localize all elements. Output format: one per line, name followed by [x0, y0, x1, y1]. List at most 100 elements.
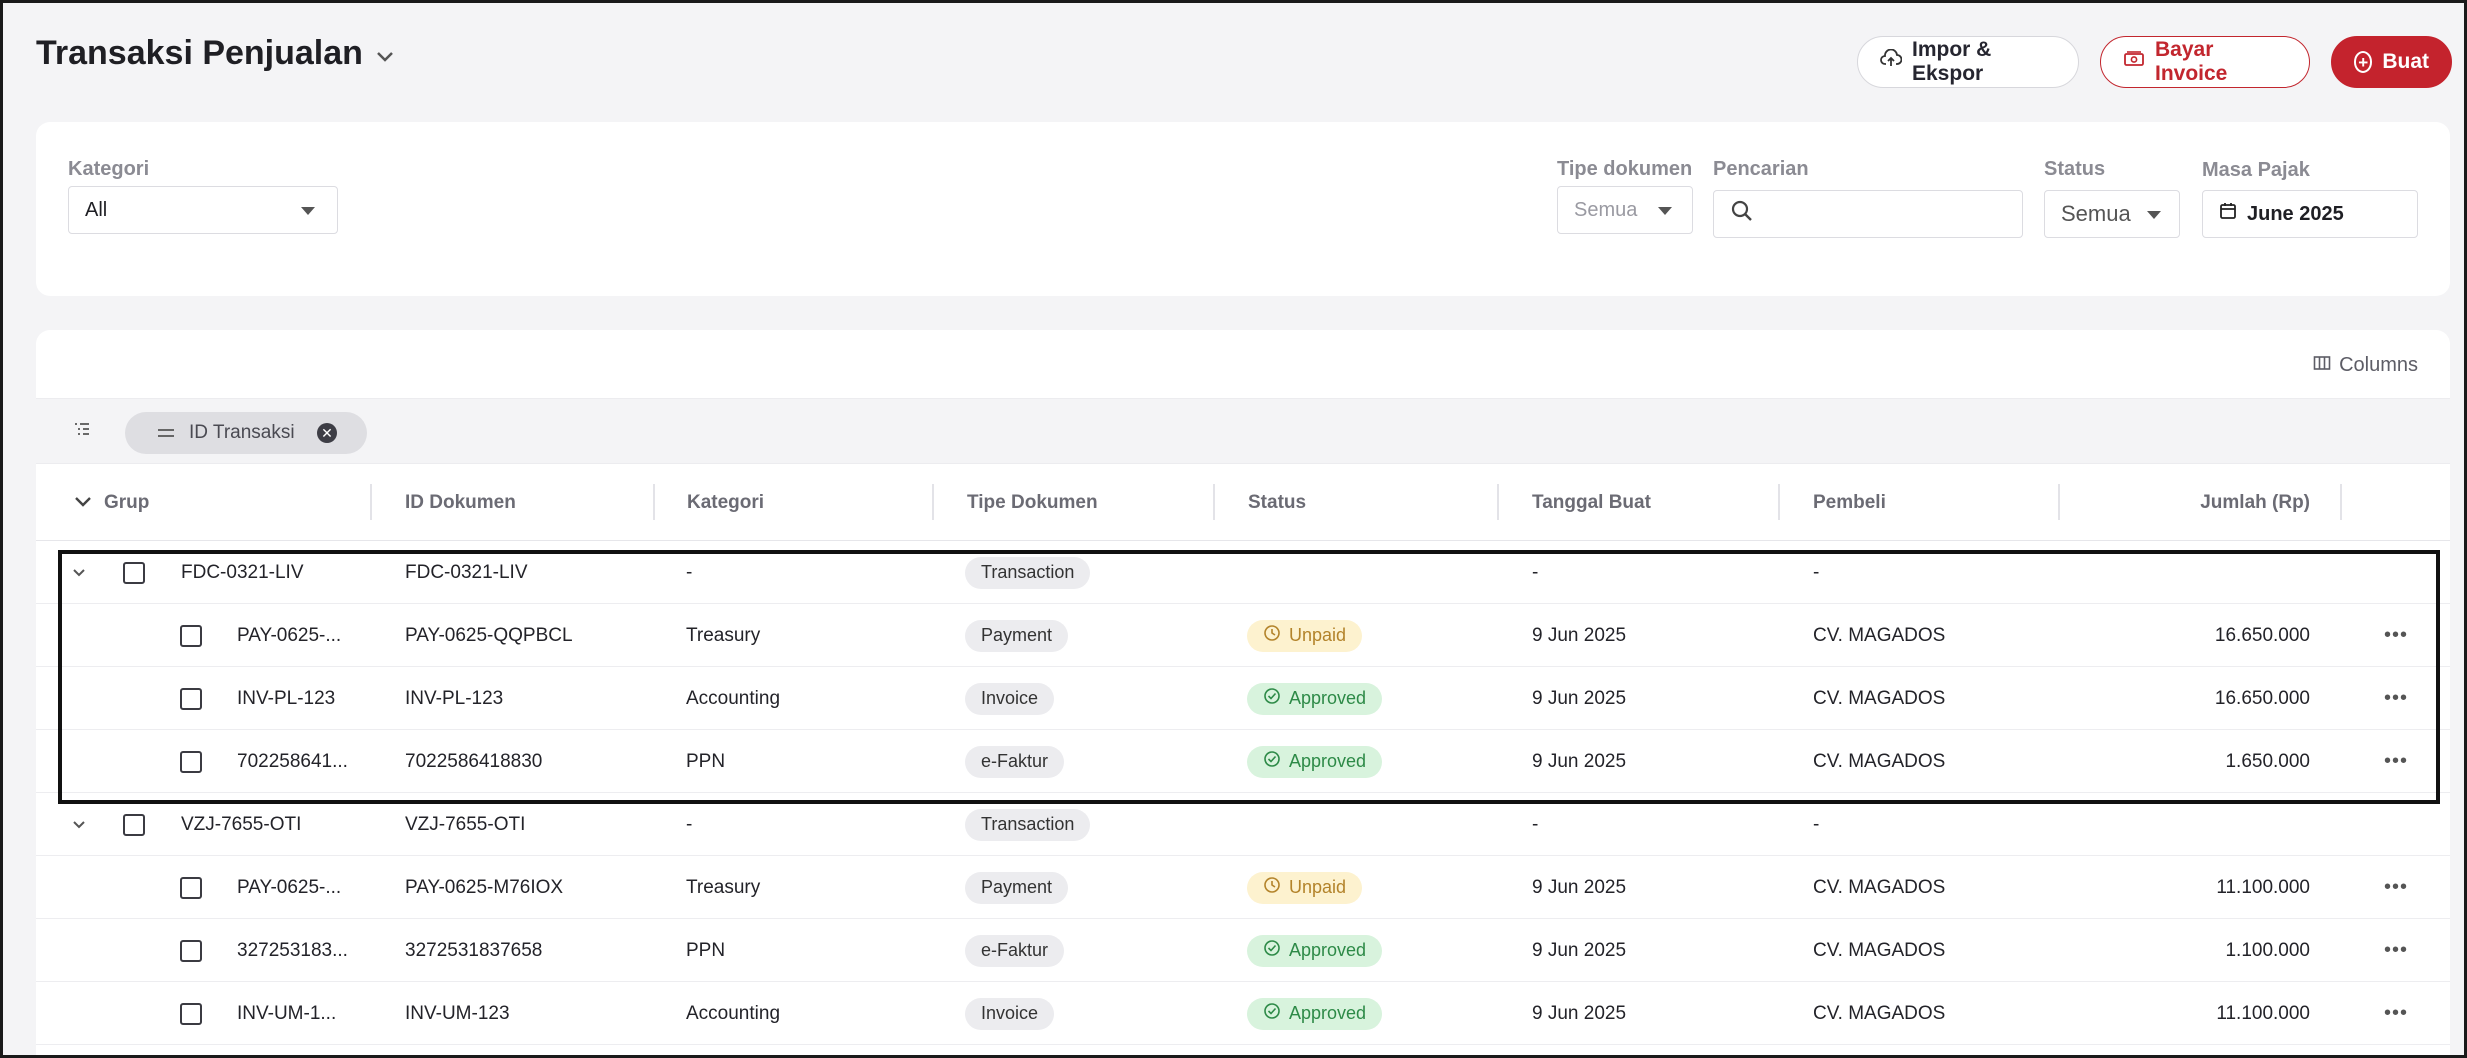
column-divider[interactable]: [1213, 484, 1215, 520]
category-select[interactable]: All: [68, 186, 338, 234]
clock-icon: [1263, 876, 1281, 899]
id-column-header[interactable]: ID Dokumen: [405, 491, 516, 513]
columns-icon: [2313, 354, 2331, 377]
buyer: CV. MAGADOS: [1813, 750, 1946, 772]
columns-button[interactable]: Columns: [2313, 354, 2418, 377]
group-row[interactable]: VZJ-7655-OTI VZJ-7655-OTI - Transaction …: [36, 793, 2450, 856]
status-cell: Approved: [1247, 982, 1383, 1045]
category-column-header[interactable]: Kategori: [687, 491, 765, 513]
table-row[interactable]: INV-UM-1... INV-UM-123 Accounting Invoic…: [36, 982, 2450, 1045]
tree-list-icon[interactable]: [72, 419, 92, 444]
category: PPN: [686, 939, 726, 961]
document-id: INV-UM-123: [405, 1002, 510, 1024]
table-header: Grup ID Dokumen Kategori Tipe Dokumen St…: [36, 464, 2450, 541]
pay-invoice-button[interactable]: Bayar Invoice: [2100, 36, 2310, 88]
search-filter-label: Pencarian: [1713, 158, 1809, 180]
table-row[interactable]: PAY-0625-... PAY-0625-M76IOX Treasury Pa…: [36, 856, 2450, 919]
category: Treasury: [686, 624, 761, 646]
table-row[interactable]: 327253183... 3272531837658 PPN e-Faktur …: [36, 919, 2450, 982]
import-export-button[interactable]: Impor & Ekspor: [1857, 36, 2079, 88]
created-date: 9 Jun 2025: [1532, 1002, 1627, 1024]
category: Treasury: [686, 876, 761, 898]
row-checkbox[interactable]: [180, 856, 202, 919]
column-divider[interactable]: [1778, 484, 1780, 520]
import-export-label: Impor & Ekspor: [1912, 38, 1992, 85]
more-options-icon[interactable]: •••: [2384, 687, 2409, 709]
amount-column-header[interactable]: Jumlah (Rp): [2200, 491, 2310, 513]
created-date: -: [1532, 813, 1539, 835]
chevron-down-icon[interactable]: [74, 492, 92, 514]
status-select[interactable]: Semua: [2044, 190, 2180, 238]
table-row[interactable]: INV-PL-123 INV-PL-123 Accounting Invoice…: [36, 667, 2450, 730]
remove-icon[interactable]: ✕: [317, 423, 337, 443]
status-label: Unpaid: [1289, 877, 1347, 897]
more-options-icon[interactable]: •••: [2384, 1002, 2409, 1024]
document-id: FDC-0321-LIV: [405, 561, 528, 583]
doc-type-cell: Payment: [965, 856, 1069, 919]
drag-handle-icon: [157, 422, 175, 444]
column-divider[interactable]: [653, 484, 655, 520]
calendar-icon: [2219, 202, 2237, 226]
search-input[interactable]: [1713, 190, 2023, 238]
check-circle-icon: [1263, 1002, 1281, 1025]
doc-type-cell: Invoice: [965, 982, 1055, 1045]
group-row[interactable]: FDC-0321-LIV FDC-0321-LIV - Transaction …: [36, 541, 2450, 604]
doc-type-select[interactable]: Semua: [1557, 186, 1693, 234]
buyer: CV. MAGADOS: [1813, 876, 1946, 898]
column-divider[interactable]: [2058, 484, 2060, 520]
column-divider[interactable]: [370, 484, 372, 520]
column-divider[interactable]: [932, 484, 934, 520]
more-options-icon[interactable]: •••: [2384, 750, 2409, 772]
group-id: INV-UM-1...: [237, 1002, 337, 1024]
group-chip[interactable]: ID Transaksi ✕: [125, 412, 367, 454]
row-checkbox[interactable]: [180, 982, 202, 1045]
document-id: VZJ-7655-OTI: [405, 813, 526, 835]
buyer-column-header[interactable]: Pembeli: [1813, 491, 1886, 513]
create-button[interactable]: + Buat: [2331, 36, 2452, 88]
status-cell: Unpaid: [1247, 856, 1363, 919]
doc-type-select-value: Semua: [1574, 198, 1638, 221]
row-checkbox[interactable]: [180, 730, 202, 793]
row-checkbox[interactable]: [180, 604, 202, 667]
status-label: Approved: [1289, 688, 1367, 708]
buyer: CV. MAGADOS: [1813, 1002, 1946, 1024]
status-cell: Unpaid: [1247, 604, 1363, 667]
date-column-header[interactable]: Tanggal Buat: [1532, 491, 1651, 513]
status-cell: Approved: [1247, 730, 1383, 793]
tax-period-value: June 2025: [2247, 202, 2344, 225]
row-checkbox[interactable]: [123, 541, 145, 604]
column-divider[interactable]: [1497, 484, 1499, 520]
table-row[interactable]: 702258641... 7022586418830 PPN e-Faktur …: [36, 730, 2450, 793]
category-select-value: All: [85, 198, 108, 221]
status-cell: Approved: [1247, 919, 1383, 982]
column-divider[interactable]: [2340, 484, 2342, 520]
row-checkbox[interactable]: [180, 667, 202, 730]
chevron-down-icon[interactable]: [375, 44, 395, 70]
row-checkbox[interactable]: [123, 793, 145, 856]
amount: 16.650.000: [2214, 687, 2310, 709]
check-circle-icon: [1263, 939, 1281, 962]
chevron-down-icon[interactable]: [72, 541, 86, 604]
group-id: VZJ-7655-OTI: [181, 813, 302, 835]
tax-period-picker[interactable]: June 2025: [2202, 190, 2418, 238]
filter-panel: Kategori All Tipe dokumen Semua Pencaria…: [36, 122, 2450, 296]
more-options-icon[interactable]: •••: [2384, 939, 2409, 961]
doc-type-tag: e-Faktur: [965, 934, 1065, 967]
status-label: Approved: [1289, 751, 1367, 771]
doc-type-tag: Payment: [965, 619, 1069, 652]
table-row[interactable]: PAY-0625-... PAY-0625-QQPBCL Treasury Pa…: [36, 604, 2450, 667]
row-checkbox[interactable]: [180, 919, 202, 982]
document-id: PAY-0625-QQPBCL: [405, 624, 573, 646]
created-date: 9 Jun 2025: [1532, 687, 1627, 709]
check-circle-icon: [1263, 750, 1281, 773]
chevron-down-icon[interactable]: [72, 793, 86, 856]
doc-type-tag: Invoice: [965, 997, 1055, 1030]
page-title[interactable]: Transaksi Penjualan: [36, 34, 395, 73]
more-options-icon[interactable]: •••: [2384, 624, 2409, 646]
document-id: 7022586418830: [405, 750, 543, 772]
grup-column-header[interactable]: Grup: [74, 464, 149, 541]
amount: 1.100.000: [2225, 939, 2310, 961]
doc-type-column-header[interactable]: Tipe Dokumen: [967, 491, 1098, 513]
more-options-icon[interactable]: •••: [2384, 876, 2409, 898]
status-column-header[interactable]: Status: [1248, 491, 1307, 513]
